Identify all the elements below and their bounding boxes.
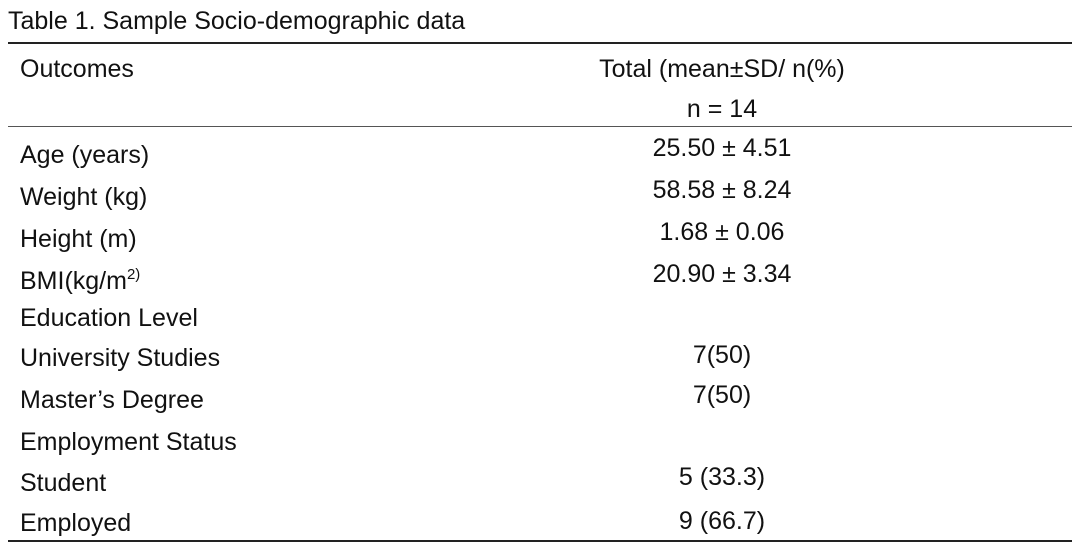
- row-label-masters-degree: Master’s Degree: [20, 386, 204, 414]
- bottom-rule: [8, 540, 1072, 542]
- row-value-university-studies: 7(50): [692, 341, 752, 369]
- header-outcomes: Outcomes: [20, 55, 134, 83]
- row-label-university-studies: University Studies: [20, 344, 221, 372]
- row-label-student: Student: [20, 469, 107, 497]
- header-n: n = 14: [686, 95, 758, 123]
- table-caption: Table 1. Sample Socio-demographic data: [8, 7, 466, 35]
- row-value-bmi: 20.90 ± 3.34: [652, 260, 792, 288]
- header-rule: [8, 126, 1072, 128]
- row-value-age: 25.50 ± 4.51: [652, 134, 792, 162]
- row-value-masters-degree: 7(50): [692, 381, 752, 409]
- row-value-employed: 9 (66.7): [678, 507, 766, 535]
- top-rule: [8, 42, 1072, 44]
- header-total: Total (mean±SD/ n(%): [599, 55, 845, 83]
- row-value-student: 5 (33.3): [678, 463, 766, 491]
- row-label-age: Age (years): [20, 141, 150, 169]
- row-label-bmi: BMI(kg/m2): [20, 266, 141, 295]
- row-label-height: Height (m): [20, 225, 137, 253]
- row-value-weight: 58.58 ± 8.24: [652, 176, 792, 204]
- row-label-employment-status: Employment Status: [20, 428, 237, 456]
- row-label-weight: Weight (kg): [20, 183, 148, 211]
- row-value-height: 1.68 ± 0.06: [659, 218, 785, 246]
- row-label-employed: Employed: [20, 509, 132, 537]
- row-label-education-level: Education Level: [20, 304, 198, 332]
- bmi-superscript: 2): [126, 266, 141, 283]
